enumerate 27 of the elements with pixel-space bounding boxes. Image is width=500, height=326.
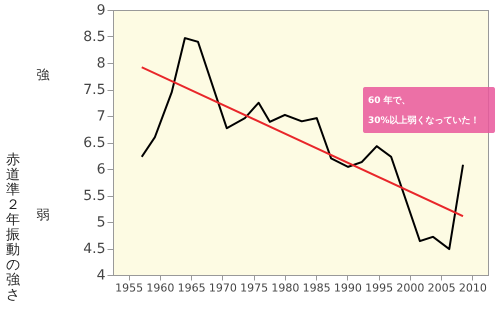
y-tick-label: 6 bbox=[96, 162, 106, 178]
text: 弱 bbox=[36, 208, 50, 223]
x-tick-label: 1955 bbox=[115, 282, 144, 294]
x-tick-label: 1965 bbox=[178, 282, 206, 294]
y-tick-label: 8 bbox=[96, 56, 106, 72]
y-tick-label: 8.5 bbox=[83, 29, 106, 45]
annotation: 60 年で、 30%以上弱くなっていた！ bbox=[368, 95, 480, 126]
x-tick-label: 1985 bbox=[302, 282, 331, 294]
x-tick-label: 1995 bbox=[365, 282, 394, 294]
x-tick-label: 1980 bbox=[271, 282, 300, 294]
text: 赤道準２年振動の強さ bbox=[6, 152, 20, 303]
x-tick-label: 1990 bbox=[334, 282, 362, 294]
text: 強 bbox=[36, 68, 50, 83]
y-tick-label: 9 bbox=[96, 2, 106, 18]
x-tick-label: 2000 bbox=[396, 282, 424, 294]
y-tick-label: 4 bbox=[96, 268, 106, 284]
x-tick-label: 2010 bbox=[458, 282, 487, 294]
y-tick-label: 7 bbox=[96, 108, 106, 124]
x-tick-label: 1960 bbox=[146, 282, 174, 294]
x-tick-label: 1970 bbox=[208, 282, 237, 294]
y-tick-label: 7.5 bbox=[83, 82, 106, 98]
y-tick-label: 5 bbox=[96, 214, 106, 230]
y-tick-label: 4.5 bbox=[83, 241, 106, 257]
x-tick-label: 2005 bbox=[428, 282, 456, 294]
x-tick-label: 1975 bbox=[240, 282, 268, 294]
y-tick-label: 6.5 bbox=[83, 135, 106, 151]
y-tick-label: 5.5 bbox=[83, 188, 106, 204]
